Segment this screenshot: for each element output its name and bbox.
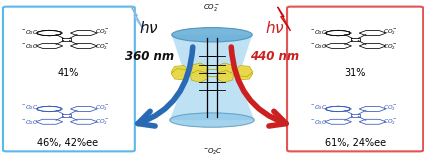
Polygon shape bbox=[190, 70, 207, 82]
Polygon shape bbox=[217, 63, 234, 75]
Polygon shape bbox=[170, 35, 254, 120]
Text: $^-\!O_2C$: $^-\!O_2C$ bbox=[21, 28, 39, 37]
Text: 46%, 42%ee: 46%, 42%ee bbox=[37, 138, 98, 148]
Text: $CO_2^-$: $CO_2^-$ bbox=[95, 103, 109, 113]
Polygon shape bbox=[278, 7, 290, 31]
Ellipse shape bbox=[172, 27, 252, 42]
Text: 31%: 31% bbox=[345, 68, 366, 79]
Polygon shape bbox=[234, 66, 253, 77]
Text: $^-\!O_2C$: $^-\!O_2C$ bbox=[21, 104, 39, 112]
Text: 440 nm: 440 nm bbox=[250, 50, 299, 63]
Polygon shape bbox=[217, 70, 234, 82]
Text: 360 nm: 360 nm bbox=[125, 50, 174, 63]
Text: $CO_2^-$: $CO_2^-$ bbox=[95, 118, 109, 127]
Text: $^-\!O_2C$: $^-\!O_2C$ bbox=[201, 147, 223, 157]
Text: $^-\!O_2C$: $^-\!O_2C$ bbox=[310, 28, 327, 37]
Text: $^-\!O_2C$: $^-\!O_2C$ bbox=[310, 104, 327, 112]
Text: 41%: 41% bbox=[57, 68, 78, 79]
Text: $CO_2^-$: $CO_2^-$ bbox=[95, 42, 109, 52]
Text: $^-\!O_2C$: $^-\!O_2C$ bbox=[310, 42, 327, 51]
Text: $^-\!O_2C$: $^-\!O_2C$ bbox=[310, 118, 327, 127]
Polygon shape bbox=[234, 69, 253, 80]
Text: $^-\!O_2C$: $^-\!O_2C$ bbox=[21, 42, 39, 51]
Text: $CO_2^-$: $CO_2^-$ bbox=[383, 42, 398, 52]
Text: $^-\!O_2C$: $^-\!O_2C$ bbox=[21, 118, 39, 127]
Polygon shape bbox=[171, 66, 190, 77]
FancyBboxPatch shape bbox=[3, 7, 135, 151]
Text: $CO_2^-$: $CO_2^-$ bbox=[383, 27, 398, 37]
Polygon shape bbox=[171, 69, 190, 80]
Text: $CO_2^-$: $CO_2^-$ bbox=[383, 118, 398, 127]
Text: $CO_2^-$: $CO_2^-$ bbox=[204, 2, 220, 13]
Text: $CO_2^-$: $CO_2^-$ bbox=[95, 27, 109, 37]
Text: $CO_2^-$: $CO_2^-$ bbox=[383, 103, 398, 113]
Polygon shape bbox=[131, 6, 144, 30]
FancyBboxPatch shape bbox=[287, 7, 423, 151]
Text: $h\nu$: $h\nu$ bbox=[139, 20, 159, 36]
Ellipse shape bbox=[170, 113, 254, 127]
Text: 61%, 24%ee: 61%, 24%ee bbox=[325, 138, 386, 148]
Text: $h\nu$: $h\nu$ bbox=[265, 20, 285, 36]
Polygon shape bbox=[190, 63, 207, 75]
